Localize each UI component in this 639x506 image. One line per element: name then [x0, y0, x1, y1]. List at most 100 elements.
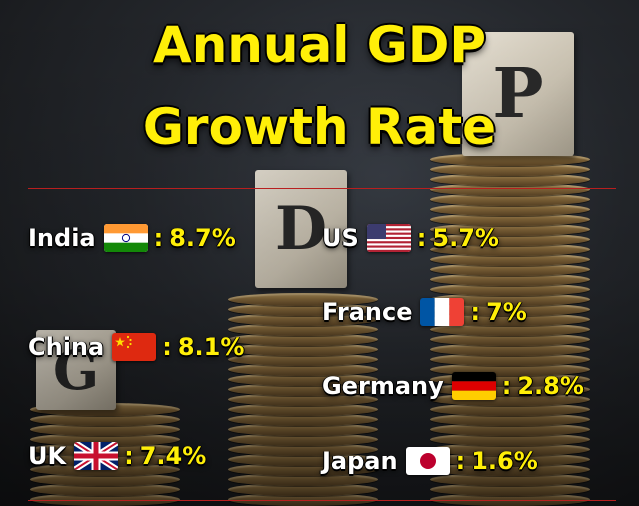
- country-name: China: [28, 333, 105, 361]
- france-flag-icon: [420, 298, 465, 326]
- letter-cube-p: P: [462, 32, 574, 156]
- separator: :: [153, 224, 164, 252]
- country-name: US: [322, 224, 359, 252]
- coin: [228, 373, 378, 386]
- coin: [430, 153, 590, 166]
- bottom-divider: [28, 500, 616, 501]
- coin: [228, 303, 378, 316]
- coin: [30, 483, 180, 496]
- coin: [430, 273, 590, 286]
- growth-value: 1.6%: [471, 447, 538, 475]
- country-name: Germany: [322, 372, 444, 400]
- coin: [430, 223, 590, 236]
- coin: [430, 313, 590, 326]
- growth-value: 5.7%: [432, 224, 499, 252]
- entry-germany: Germany : 2.8%: [322, 372, 584, 400]
- coin: [430, 163, 590, 176]
- coin: [30, 473, 180, 486]
- growth-value: 7%: [486, 298, 527, 326]
- entry-uk: UK : 7.4%: [28, 442, 206, 470]
- entry-india: India : 8.7%: [28, 224, 236, 252]
- coin: [430, 433, 590, 446]
- coin: [228, 293, 378, 306]
- country-name: France: [322, 298, 413, 326]
- coin: [228, 413, 378, 426]
- country-name: UK: [28, 442, 67, 470]
- coin: [430, 263, 590, 276]
- coin: [228, 463, 378, 476]
- us-flag-icon: [366, 224, 411, 252]
- coin: [228, 313, 378, 326]
- coin: [430, 443, 590, 456]
- coin: [430, 323, 590, 336]
- title-line-1: Annual GDP: [153, 16, 486, 74]
- coin: [30, 433, 180, 446]
- coin: [228, 433, 378, 446]
- coin: [228, 483, 378, 496]
- coin: [430, 303, 590, 316]
- growth-value: 8.7%: [169, 224, 236, 252]
- coin: [430, 253, 590, 266]
- entry-france: France : 7%: [322, 298, 527, 326]
- coin: [430, 203, 590, 216]
- coin: [228, 473, 378, 486]
- coin: [228, 423, 378, 436]
- india-flag-icon: [103, 224, 148, 252]
- coin: [228, 353, 378, 366]
- entry-us: US : 5.7%: [322, 224, 499, 252]
- coin: [430, 343, 590, 356]
- coin: [430, 403, 590, 416]
- coin: [228, 343, 378, 356]
- germany-flag-icon: [451, 372, 496, 400]
- coin: [430, 193, 590, 206]
- coin: [430, 173, 590, 186]
- coin: [430, 243, 590, 256]
- coin-stack-middle: [228, 290, 378, 506]
- entry-japan: Japan : 1.6%: [322, 447, 538, 475]
- coin: [228, 333, 378, 346]
- coin: [430, 233, 590, 246]
- coin: [430, 413, 590, 426]
- coin: [228, 323, 378, 336]
- coin: [30, 413, 180, 426]
- growth-value: 8.1%: [177, 333, 245, 361]
- coin: [430, 483, 590, 496]
- coin: [430, 423, 590, 436]
- separator: :: [501, 372, 512, 400]
- separator: :: [416, 224, 427, 252]
- coin: [430, 493, 590, 506]
- coin: [228, 493, 378, 506]
- letter-cube-g: G: [36, 330, 116, 410]
- coin: [430, 353, 590, 366]
- coin: [228, 383, 378, 396]
- coin: [430, 183, 590, 196]
- coin: [228, 403, 378, 416]
- separator: :: [124, 442, 134, 470]
- coin: [430, 293, 590, 306]
- coin: [228, 453, 378, 466]
- coin: [30, 423, 180, 436]
- growth-value: 2.8%: [517, 372, 584, 400]
- coin: [228, 363, 378, 376]
- coin: [30, 493, 180, 506]
- growth-value: 7.4%: [139, 442, 207, 470]
- separator: :: [455, 447, 466, 475]
- coin: [430, 453, 590, 466]
- separator: :: [162, 333, 172, 361]
- coin: [430, 463, 590, 476]
- coin: [430, 283, 590, 296]
- china-flag-icon: [112, 333, 157, 361]
- coin: [430, 213, 590, 226]
- coin: [430, 473, 590, 486]
- coin: [430, 333, 590, 346]
- letter-cube-d: D: [255, 170, 347, 288]
- coin: [228, 393, 378, 406]
- coin: [228, 443, 378, 456]
- separator: :: [470, 298, 481, 326]
- title-line-2: Growth Rate: [142, 98, 497, 156]
- japan-flag-icon: [405, 447, 450, 475]
- country-name: Japan: [322, 447, 398, 475]
- country-name: India: [28, 224, 96, 252]
